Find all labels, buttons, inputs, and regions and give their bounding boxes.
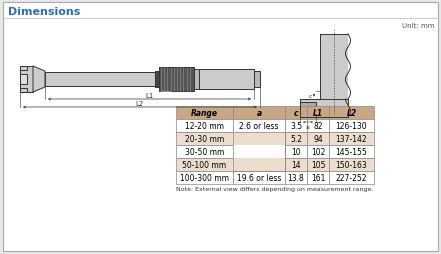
- Text: Range: Range: [191, 108, 218, 118]
- Text: 13.8: 13.8: [288, 173, 304, 182]
- Text: 105: 105: [311, 160, 325, 169]
- Text: 14: 14: [291, 160, 301, 169]
- Bar: [233, 107, 285, 120]
- Bar: [329, 158, 374, 171]
- Bar: [199, 70, 254, 90]
- Bar: [233, 133, 285, 171]
- Bar: [20, 75, 27, 85]
- Text: 100-300 mm: 100-300 mm: [180, 173, 229, 182]
- Bar: [329, 146, 374, 158]
- Bar: [285, 146, 307, 158]
- Text: c: c: [309, 93, 312, 98]
- Text: 19.6 or less: 19.6 or less: [237, 173, 281, 182]
- Bar: [285, 171, 307, 184]
- Text: L2: L2: [347, 108, 357, 118]
- Bar: [329, 171, 374, 184]
- Text: 145-155: 145-155: [336, 147, 367, 156]
- Text: Dimensions: Dimensions: [8, 7, 80, 17]
- Bar: [307, 120, 329, 133]
- Text: Note: External view differs depending on measurement range.: Note: External view differs depending on…: [176, 186, 373, 191]
- Bar: [233, 158, 285, 171]
- Bar: [307, 171, 329, 184]
- Bar: [176, 120, 233, 133]
- Bar: [194, 70, 199, 90]
- Text: 5.2: 5.2: [290, 134, 302, 144]
- Text: 227-252: 227-252: [336, 173, 367, 182]
- Text: L1: L1: [146, 93, 153, 99]
- Bar: [329, 120, 374, 133]
- Bar: [285, 133, 307, 146]
- Text: 10: 10: [291, 147, 301, 156]
- Bar: [307, 107, 329, 120]
- Bar: [176, 146, 233, 158]
- Bar: [307, 133, 329, 146]
- Bar: [20, 89, 27, 93]
- Bar: [176, 133, 233, 146]
- Bar: [233, 133, 285, 146]
- Text: 161: 161: [311, 173, 325, 182]
- Text: Unit: mm: Unit: mm: [403, 23, 435, 29]
- Polygon shape: [33, 67, 45, 93]
- Bar: [329, 107, 374, 120]
- Text: 30-50 mm: 30-50 mm: [185, 147, 224, 156]
- Bar: [20, 67, 33, 93]
- Bar: [307, 158, 329, 171]
- Text: L2: L2: [136, 101, 144, 107]
- Text: 12-20 mm: 12-20 mm: [185, 121, 224, 131]
- Text: 2.6 or less: 2.6 or less: [239, 121, 279, 131]
- Bar: [176, 171, 233, 184]
- Bar: [233, 158, 285, 171]
- Bar: [155, 72, 159, 88]
- Bar: [329, 133, 374, 146]
- Text: 82: 82: [313, 121, 323, 131]
- Bar: [307, 146, 329, 158]
- Bar: [300, 100, 348, 118]
- Text: 20-30 mm: 20-30 mm: [185, 134, 224, 144]
- Bar: [320, 35, 348, 100]
- Bar: [159, 68, 194, 92]
- Bar: [233, 171, 285, 184]
- Text: a: a: [256, 108, 262, 118]
- Text: L1: L1: [313, 108, 323, 118]
- Text: 50-100 mm: 50-100 mm: [183, 160, 227, 169]
- Bar: [176, 107, 233, 120]
- Bar: [285, 158, 307, 171]
- Bar: [233, 146, 285, 158]
- Bar: [20, 67, 27, 71]
- Bar: [233, 120, 285, 133]
- Text: c: c: [294, 108, 298, 118]
- Text: 102: 102: [311, 147, 325, 156]
- Text: 126-130: 126-130: [336, 121, 367, 131]
- Bar: [233, 133, 285, 146]
- Bar: [176, 158, 233, 171]
- Bar: [300, 103, 316, 115]
- Text: 150-163: 150-163: [336, 160, 367, 169]
- Bar: [285, 120, 307, 133]
- Text: 3.5: 3.5: [290, 121, 302, 131]
- Bar: [285, 107, 307, 120]
- Bar: [233, 146, 285, 158]
- Bar: [254, 72, 260, 88]
- Text: 137-142: 137-142: [336, 134, 367, 144]
- Text: 94: 94: [313, 134, 323, 144]
- Text: a: a: [306, 124, 310, 130]
- Bar: [45, 73, 155, 87]
